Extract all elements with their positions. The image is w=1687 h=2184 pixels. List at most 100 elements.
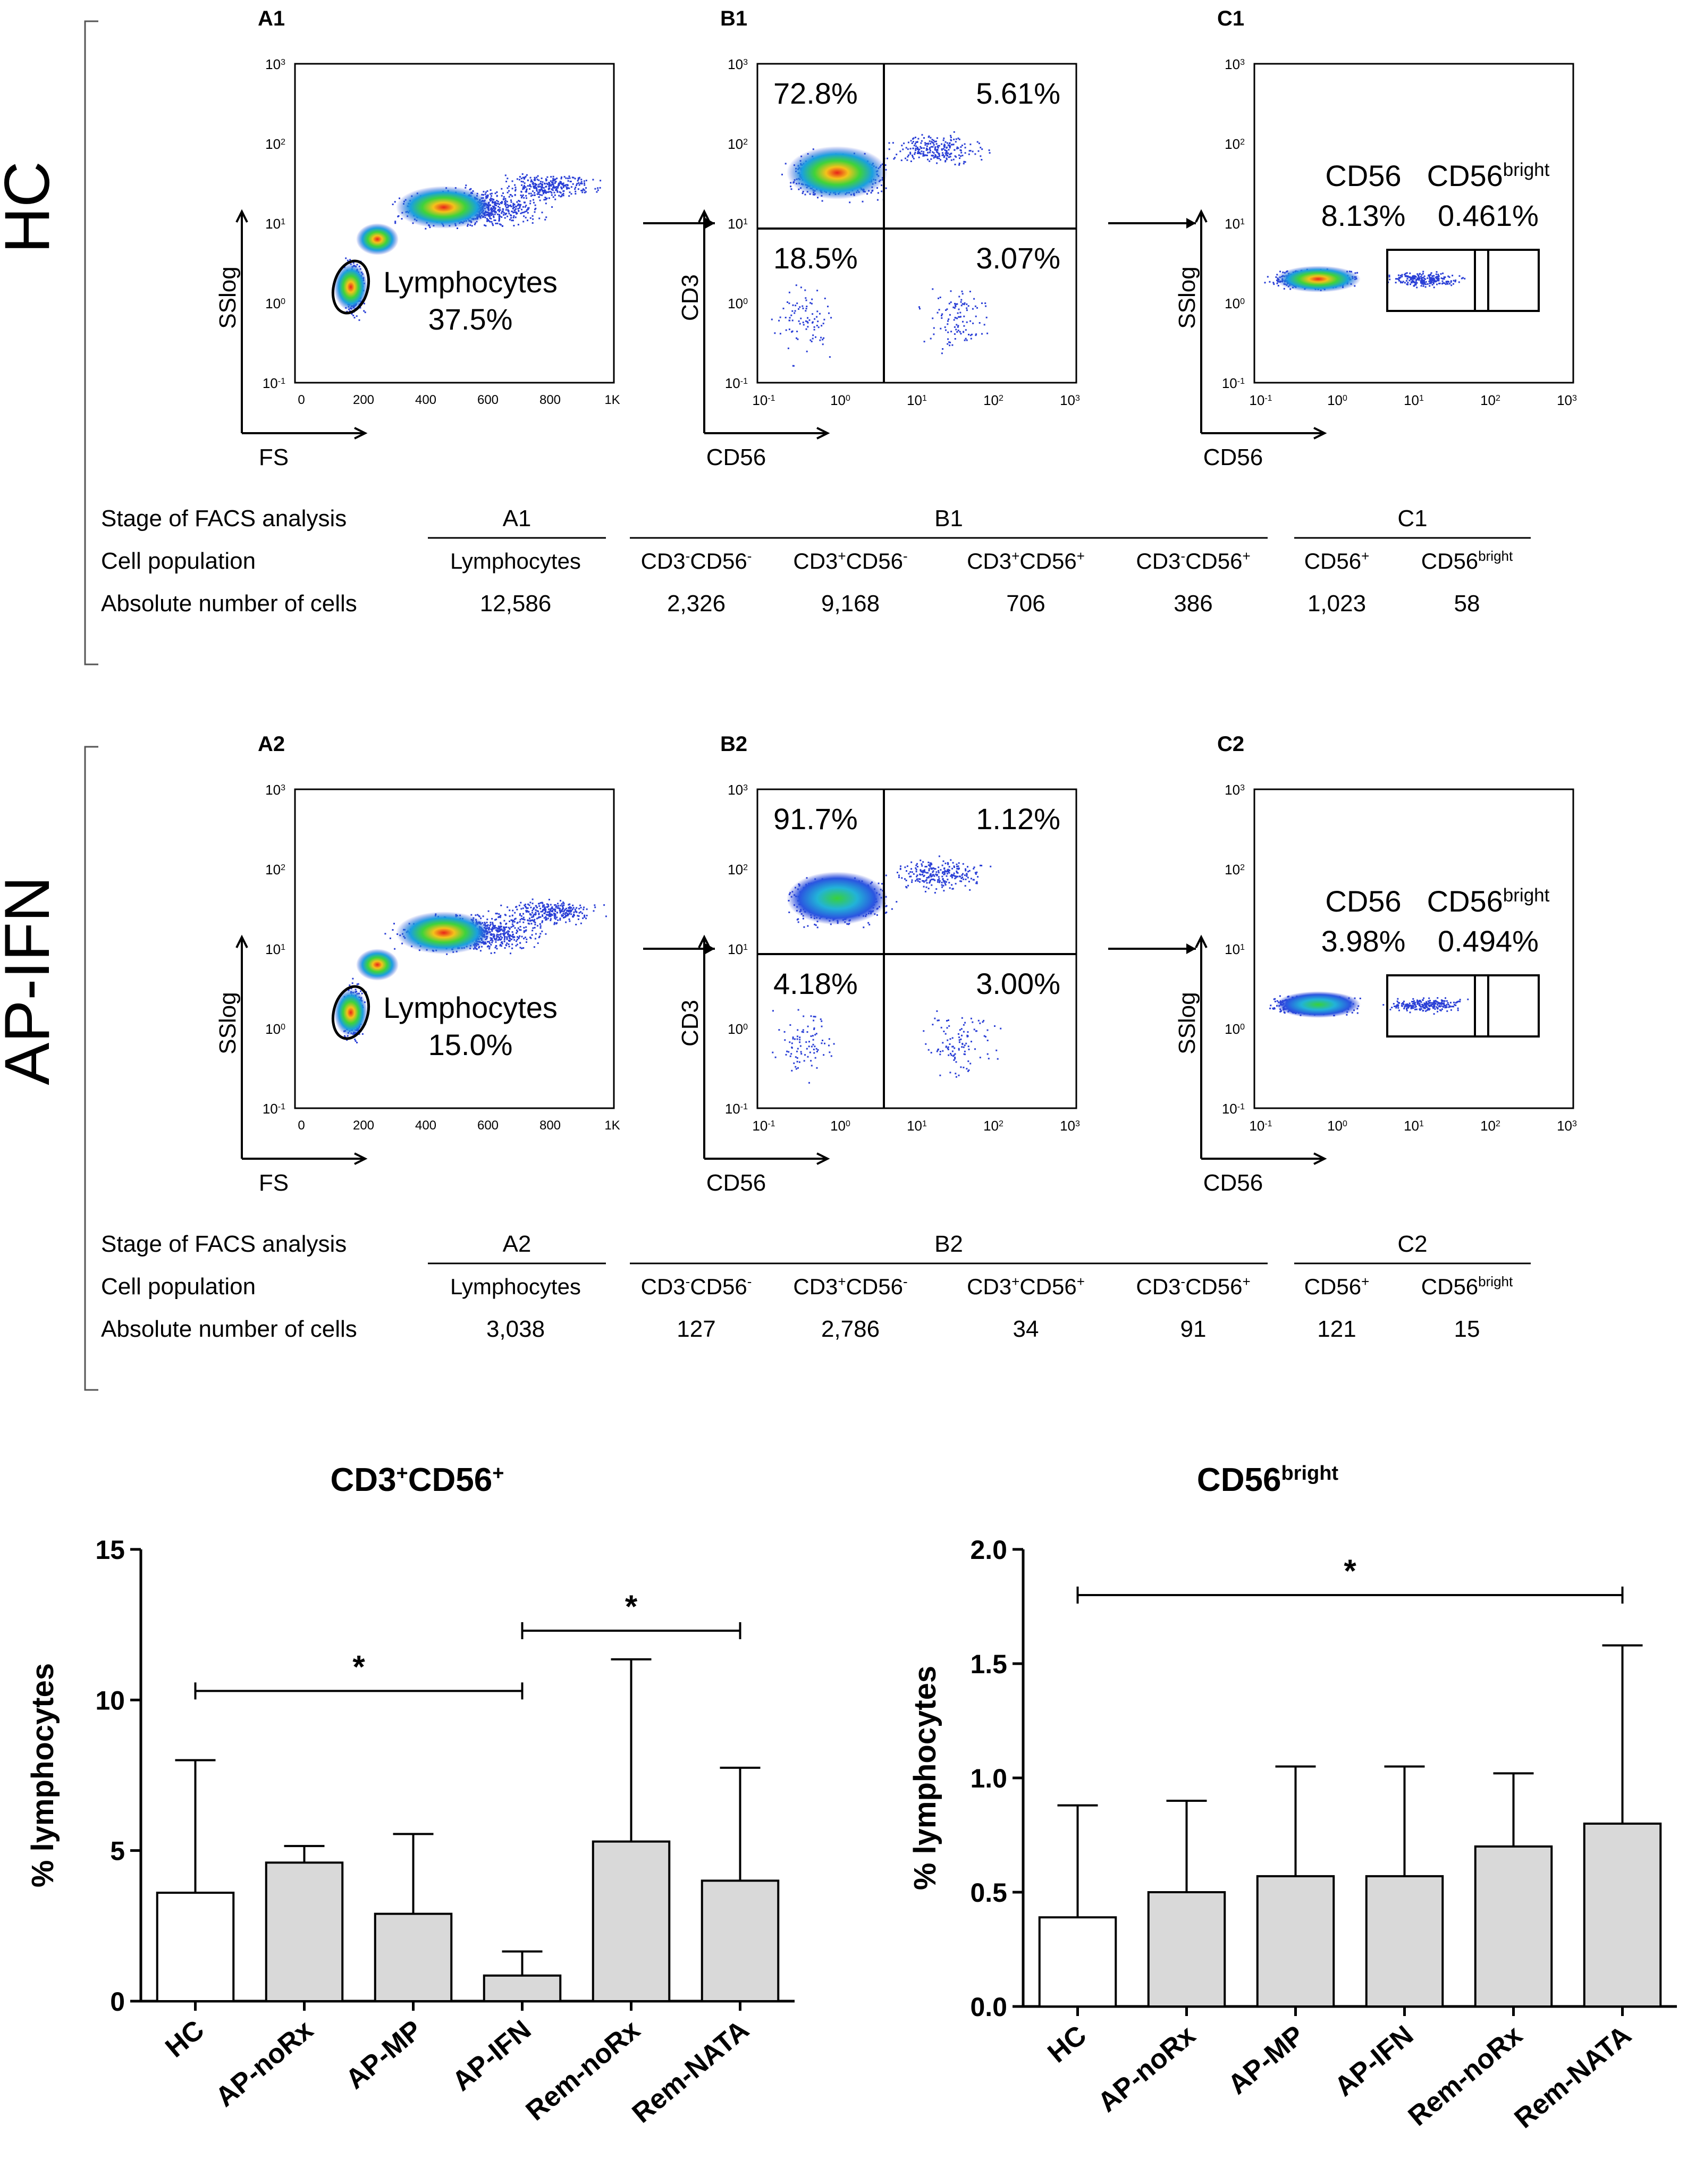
- table-population: CD56+: [1304, 1274, 1370, 1299]
- y-tick-label: 100: [728, 1021, 748, 1037]
- gate-value: 0.494%: [1438, 924, 1539, 958]
- arrow-head: [816, 427, 830, 440]
- lymphocyte-gate: [331, 259, 370, 315]
- flow-arrow-head: [1186, 218, 1196, 229]
- quadrant-ur-value: 5.61%: [976, 77, 1060, 110]
- x-tick-label: 102: [1480, 392, 1500, 408]
- event-cloud: [888, 131, 991, 166]
- section-ap-ifn: AP-IFN Stage of FACS analysis Cell populat…: [0, 746, 1531, 1391]
- event-dots: [885, 855, 992, 894]
- quadrant-ll-value: 18.5%: [773, 241, 858, 275]
- event-cloud: [504, 173, 602, 200]
- table-population: CD3-CD56-: [641, 1274, 752, 1299]
- x-tick-label: 10-1: [1249, 392, 1272, 408]
- table-population: CD3+CD56+: [967, 1274, 1085, 1299]
- x-tick-label: AP-noRx: [210, 2014, 319, 2113]
- table-stage: A2: [503, 1231, 532, 1257]
- bar-ap-norx: [265, 1861, 344, 2002]
- significance-star: *: [625, 1589, 638, 1624]
- y-tick-label: 101: [728, 216, 748, 232]
- event-dots: [496, 898, 607, 927]
- group-label: HC: [0, 161, 63, 253]
- y-tick-label: 102: [728, 862, 748, 878]
- density-blob: [356, 949, 399, 981]
- gate-label: Lymphocytes: [383, 991, 558, 1024]
- table-row-label: Cell population: [101, 548, 256, 574]
- flow-arrow-head: [1186, 943, 1196, 954]
- event-dots: [888, 131, 991, 166]
- density-blob: [787, 872, 888, 925]
- density-blob: [1276, 991, 1361, 1018]
- y-tick-label: 10: [95, 1685, 125, 1715]
- lymphocyte-gate: [331, 985, 370, 1040]
- y-tick-label: 1.5: [970, 1649, 1007, 1679]
- y-tick-label: 100: [1225, 296, 1245, 311]
- bar-rem-norx: [592, 1840, 671, 2003]
- arrow-head: [698, 934, 711, 948]
- table-population: CD56bright: [1421, 548, 1513, 574]
- density-blob: [334, 989, 368, 1036]
- bar-chart-2: CD56bright 0.0 0.5 1.0 1.5 2.0 % lymphocytes HC…: [908, 1462, 1677, 2135]
- panel-a2: A2 103 102 101 100 10-1 0 200 400 600 800 1K SSlog FS…: [215, 732, 620, 1196]
- y-tick-label: 10-1: [1222, 375, 1245, 391]
- gate-value: 3.98%: [1321, 924, 1406, 958]
- x-axis-label: FS: [259, 444, 289, 470]
- panel-id: B2: [720, 732, 747, 756]
- y-tick-label: 101: [265, 216, 285, 232]
- table-count: 3,038: [486, 1316, 545, 1342]
- x-tick-label: 101: [907, 392, 927, 408]
- y-axis-label: SSlog: [1174, 266, 1200, 328]
- panel-b1: B1 103 102 101 100 10-110-1 100 101 102 103 CD3 CD5…: [677, 7, 1080, 470]
- y-tick-label: 100: [1225, 1021, 1245, 1037]
- table-count: 9,168: [821, 591, 880, 617]
- table-row-label: Cell population: [101, 1274, 256, 1300]
- panel-id: A2: [258, 732, 285, 756]
- y-axis-label: CD3: [677, 1000, 703, 1047]
- x-tick-label: 800: [539, 1118, 561, 1133]
- table-population: CD56bright: [1421, 1274, 1513, 1299]
- x-tick-label: 101: [907, 1118, 927, 1134]
- bar-rem-nata: [701, 1879, 780, 2002]
- x-tick-label: 102: [983, 392, 1003, 408]
- panel-b2: B2 103 102 101 100 10-110-1 100 101 102 103 CD3 CD5…: [677, 732, 1080, 1196]
- panel-c1: C1 103 102 101 100 10-110-1 100 101 102 103 SSlog C…: [1174, 7, 1577, 470]
- bar-rem-nata: [1583, 1823, 1662, 2008]
- event-dots: [923, 1010, 1002, 1078]
- x-tick-label: Rem-noRx: [1403, 2020, 1529, 2132]
- cd56-gate: [1386, 974, 1489, 1038]
- arrow-head: [235, 934, 248, 948]
- y-tick-label: 15: [95, 1535, 125, 1565]
- event-cloud: [923, 1010, 1002, 1078]
- cd56-gate: [1386, 249, 1489, 312]
- x-tick-label: 10-1: [752, 392, 775, 408]
- density-blob: [787, 146, 888, 199]
- gate-value: 0.461%: [1438, 199, 1539, 232]
- x-tick-label: 1K: [604, 1118, 620, 1133]
- significance-star: *: [1344, 1553, 1356, 1589]
- x-tick-label: Rem-NATA: [627, 2014, 755, 2129]
- x-tick-label: 0: [298, 1118, 305, 1133]
- arrow-head: [354, 1152, 368, 1165]
- x-tick-label: 10-1: [752, 1118, 775, 1134]
- y-tick-label: 100: [728, 296, 748, 311]
- event-cloud: [496, 898, 607, 927]
- quadrant-ul-value: 72.8%: [773, 77, 858, 110]
- event-cloud: [1387, 271, 1466, 289]
- table-population: CD56+: [1304, 548, 1370, 574]
- y-tick-label: 10-1: [263, 375, 285, 391]
- bar-chart-1: CD3+CD56+ 0 5 10 15 % lymphocytes HC AP-noRx AP-…: [26, 1462, 795, 2129]
- table-row-label: Stage of FACS analysis: [101, 505, 347, 532]
- bar-ap-ifn: [1365, 1875, 1444, 2008]
- gate-label: CD56bright: [1427, 159, 1550, 192]
- y-axis-label: SSlog: [215, 266, 241, 328]
- event-cloud: [918, 288, 989, 355]
- event-dots: [772, 1009, 835, 1084]
- x-tick-label: 100: [1327, 392, 1347, 408]
- y-tick-label: 101: [1225, 941, 1245, 957]
- y-tick-label: 101: [265, 941, 285, 957]
- density-blob: [1276, 266, 1361, 292]
- table-count: 127: [677, 1316, 715, 1342]
- y-tick-label: 103: [728, 782, 748, 798]
- x-axis-label: CD56: [706, 444, 766, 470]
